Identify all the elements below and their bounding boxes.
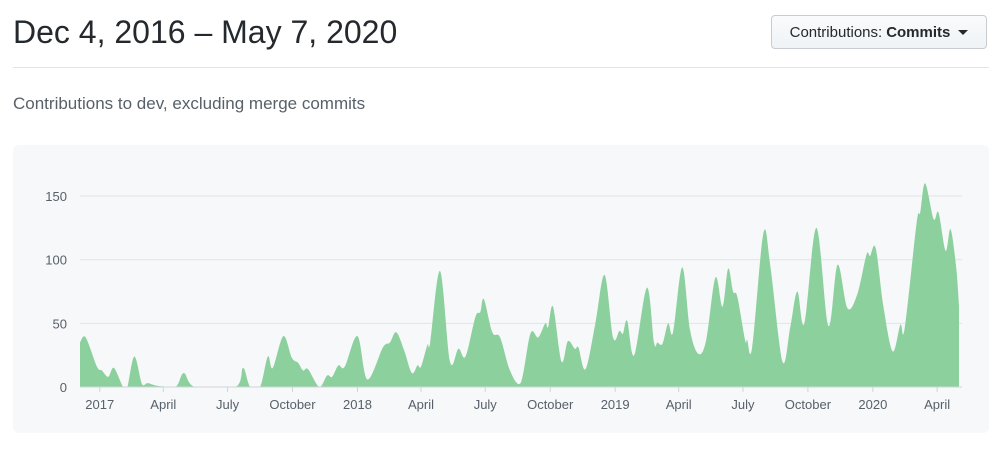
y-tick-label: 100 [45,253,67,268]
dropdown-label: Contributions: [789,23,883,41]
x-tick-label: April [666,397,692,412]
caret-down-icon [958,29,969,35]
chart-subtitle: Contributions to dev, excluding merge co… [13,94,366,113]
x-tick-label: April [408,397,434,412]
y-tick-label: 50 [53,316,67,331]
x-tick-label: October [785,397,832,412]
x-tick-label: October [527,397,574,412]
x-tick-label: 2019 [601,397,630,412]
header-divider [13,67,989,68]
page-title: Dec 4, 2016 – May 7, 2020 [13,14,398,50]
x-tick-label: July [216,397,240,412]
x-tick-label: April [150,397,176,412]
x-tick-label: 2017 [85,397,114,412]
x-tick-label: 2020 [858,397,887,412]
dropdown-value: Commits [886,23,951,41]
x-tick-label: July [474,397,498,412]
y-tick-label: 150 [45,189,67,204]
x-tick-label: July [731,397,755,412]
commits-area [80,183,959,387]
x-tick-label: April [924,397,950,412]
y-tick-label: 0 [60,380,67,395]
x-tick-label: 2018 [343,397,372,412]
contributions-type-dropdown[interactable]: Contributions: Commits [771,15,987,49]
x-tick-label: October [269,397,316,412]
